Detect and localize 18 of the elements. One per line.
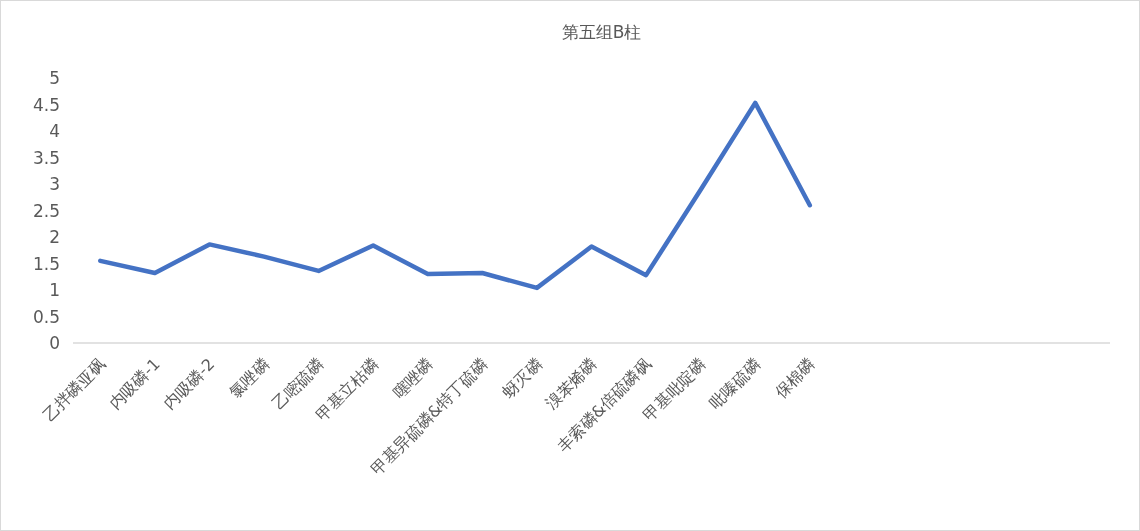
y-tick-label: 1.5: [32, 253, 60, 274]
y-tick-label: 3: [49, 174, 60, 194]
y-tick-label: 5: [49, 68, 60, 88]
y-tick-label: 0: [49, 333, 60, 353]
x-tick-label: 噻唑磷: [389, 354, 437, 402]
x-tick-label: 乙拌磷亚砜: [39, 354, 110, 425]
y-tick-label: 2: [49, 227, 60, 247]
y-tick-label: 4: [49, 121, 60, 141]
x-tick-label: 保棉磷: [771, 354, 819, 402]
y-tick-label: 3.5: [32, 147, 60, 168]
y-tick-label: 2.5: [32, 200, 60, 221]
y-tick-label: 1: [49, 280, 60, 300]
x-tick-label: 吡嗪硫磷: [705, 354, 765, 414]
y-tick-label: 4.5: [32, 94, 60, 115]
line-series: [98, 100, 813, 291]
chart-title: 第五组B柱: [561, 22, 642, 42]
y-tick-label: 0.5: [32, 306, 60, 327]
x-tick-label: 内吸磷-2: [159, 354, 219, 414]
